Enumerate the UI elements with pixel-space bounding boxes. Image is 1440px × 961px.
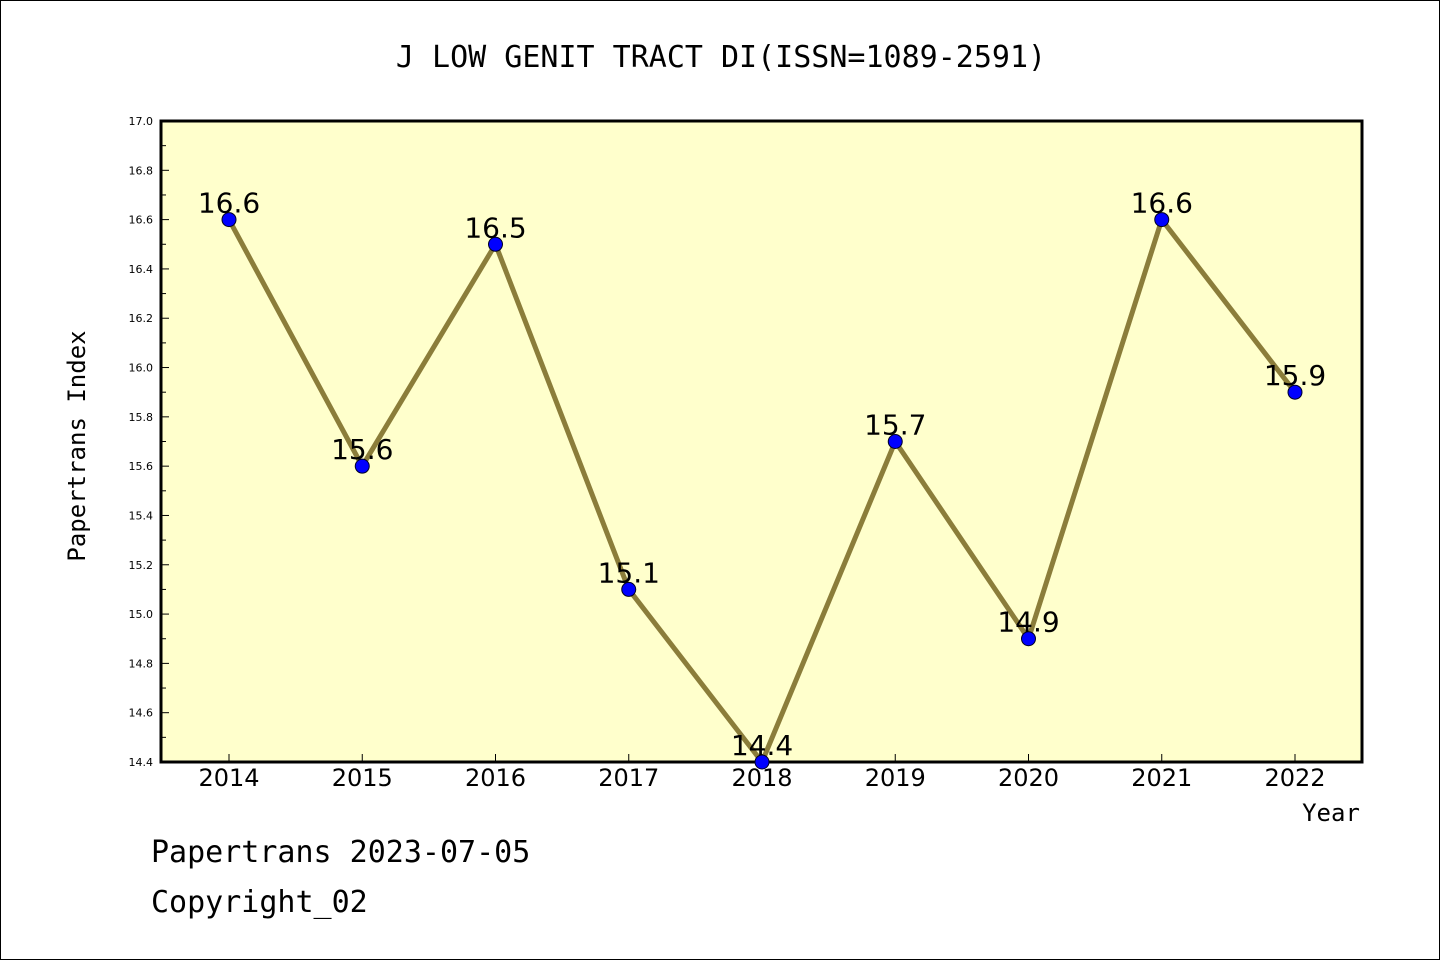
data-label: 15.7: [864, 409, 926, 442]
y-tick-label: 16.6: [129, 214, 154, 227]
footer-copyright: Copyright_02: [151, 885, 368, 920]
y-tick-label: 15.8: [129, 411, 154, 424]
x-tick-label: 2015: [332, 764, 393, 792]
y-axis: 14.4 14.6 14.8 15.0 15.2 15.4 15.6 15.8 16.0 16.2…: [129, 115, 169, 769]
data-point: [221, 212, 237, 228]
x-tick-label: 2019: [865, 764, 926, 792]
y-tick-label: 17.0: [129, 115, 154, 128]
x-tick-label: 2021: [1131, 764, 1192, 792]
footer-source: Papertrans 2023-07-05: [151, 835, 531, 870]
x-tick-label: 2020: [998, 764, 1059, 792]
y-tick-label: 16.4: [129, 263, 154, 276]
y-tick-label: 15.6: [129, 460, 154, 473]
data-label: 15.1: [598, 556, 660, 589]
data-label: 15.9: [1264, 359, 1326, 392]
y-tick-label: 15.4: [129, 509, 154, 522]
data-label: 14.9: [997, 606, 1059, 639]
data-label: 16.6: [1131, 187, 1193, 220]
data-point: [887, 434, 903, 449]
plot-area: [159, 119, 1364, 764]
x-axis: 2014 2015 2016 2017 2018 2019 2020 2021 2022: [198, 754, 1326, 792]
data-point: [1021, 631, 1036, 647]
x-axis-label: Year: [1302, 799, 1360, 827]
data-point: [754, 754, 770, 770]
data-label: 14.4: [731, 729, 793, 762]
chart-title: J LOW GENIT TRACT DI(ISSN=1089-2591): [396, 40, 1046, 75]
y-tick-label: 15.2: [129, 559, 154, 572]
y-axis-label: Papertrans Index: [63, 330, 91, 561]
y-tick-label: 16.2: [129, 312, 154, 325]
y-tick-label: 14.4: [129, 756, 154, 769]
y-tick-label: 16.8: [129, 164, 154, 177]
x-tick-label: 2017: [598, 764, 659, 792]
data-point: [621, 581, 637, 597]
y-tick-label: 14.8: [129, 657, 154, 670]
x-tick-label: 2016: [465, 764, 526, 792]
data-point: [488, 236, 503, 252]
y-tick-label: 14.6: [129, 707, 154, 720]
data-label: 16.6: [198, 187, 260, 220]
series-markers: [221, 212, 1303, 770]
y-tick-label: 16.0: [129, 362, 154, 375]
x-tick-label: 2014: [198, 764, 259, 792]
data-point: [1287, 384, 1303, 400]
data-label: 16.5: [464, 211, 526, 244]
data-label: 15.6: [331, 433, 393, 466]
y-tick-label: 15.0: [129, 608, 154, 621]
data-point: [1154, 212, 1170, 228]
x-tick-label: 2022: [1264, 764, 1325, 792]
data-labels: 16.6 15.6 16.5 15.1 14.4 15.7 14.9 16.6 15.9: [198, 187, 1326, 762]
data-point: [354, 458, 370, 474]
